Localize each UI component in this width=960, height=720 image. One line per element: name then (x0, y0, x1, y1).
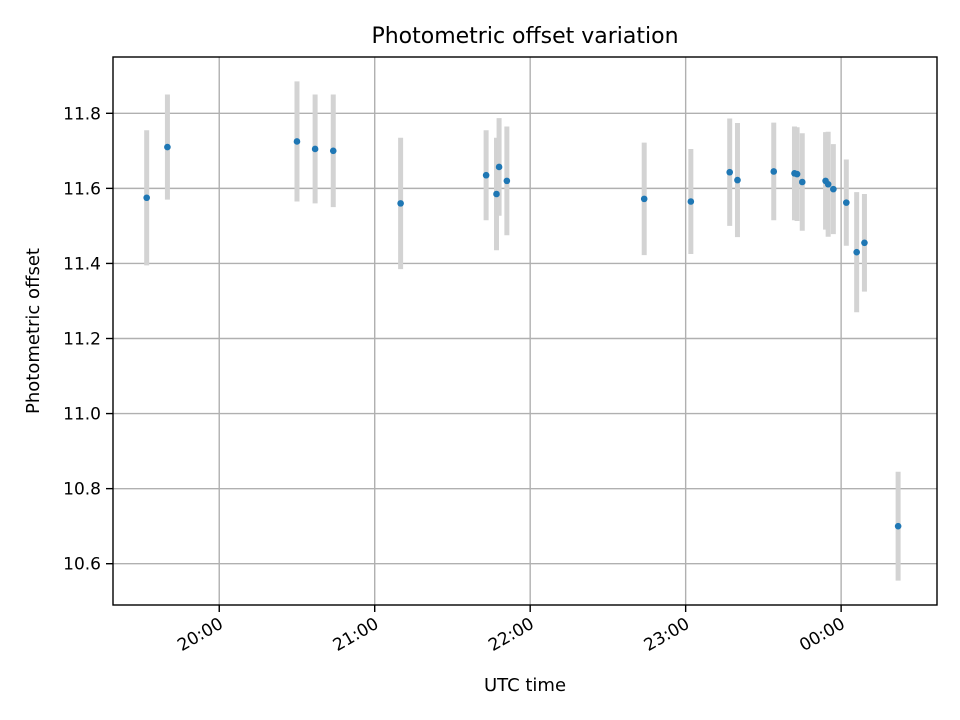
y-tick-label: 11.2 (63, 330, 101, 350)
y-tick-label: 11.6 (63, 179, 101, 199)
x-tick-label: 20:00 (174, 614, 226, 656)
data-point (397, 200, 404, 207)
data-point (861, 239, 868, 247)
data-point (793, 170, 801, 178)
data-point (311, 145, 319, 153)
x-tick-label: 00:00 (796, 614, 848, 656)
data-point (843, 199, 850, 206)
data-point (640, 195, 648, 203)
chart-title: Photometric offset variation (371, 24, 678, 49)
data-point (824, 180, 832, 188)
plot-frame (112, 56, 938, 606)
y-tick-label: 11.8 (63, 104, 101, 124)
data-point (894, 522, 902, 530)
data-point (726, 168, 734, 176)
data-point (329, 147, 337, 155)
data-point (687, 198, 695, 205)
x-axis-label: UTC time (484, 675, 566, 696)
y-tick-label: 11.4 (63, 254, 101, 274)
data-point (143, 194, 150, 202)
y-tick-label: 11.0 (63, 405, 101, 425)
data-point (293, 138, 301, 145)
data-point (164, 143, 171, 151)
x-tick-label: 23:00 (641, 614, 693, 656)
y-tick-label: 10.8 (63, 480, 101, 500)
data-point (830, 185, 837, 193)
data-point (482, 171, 490, 179)
data-point (503, 177, 511, 185)
y-tick-label: 10.6 (63, 555, 101, 575)
x-tick-label: 22:00 (485, 614, 537, 656)
data-point (734, 176, 741, 184)
data-point (798, 178, 806, 186)
data-layer (143, 81, 902, 581)
data-point (495, 163, 503, 171)
y-axis-label: Photometric offset (23, 248, 44, 414)
grid-layer (113, 57, 937, 605)
data-point (493, 190, 500, 198)
x-tick-label: 21:00 (330, 614, 382, 656)
data-point (770, 168, 778, 175)
data-point (853, 248, 860, 256)
